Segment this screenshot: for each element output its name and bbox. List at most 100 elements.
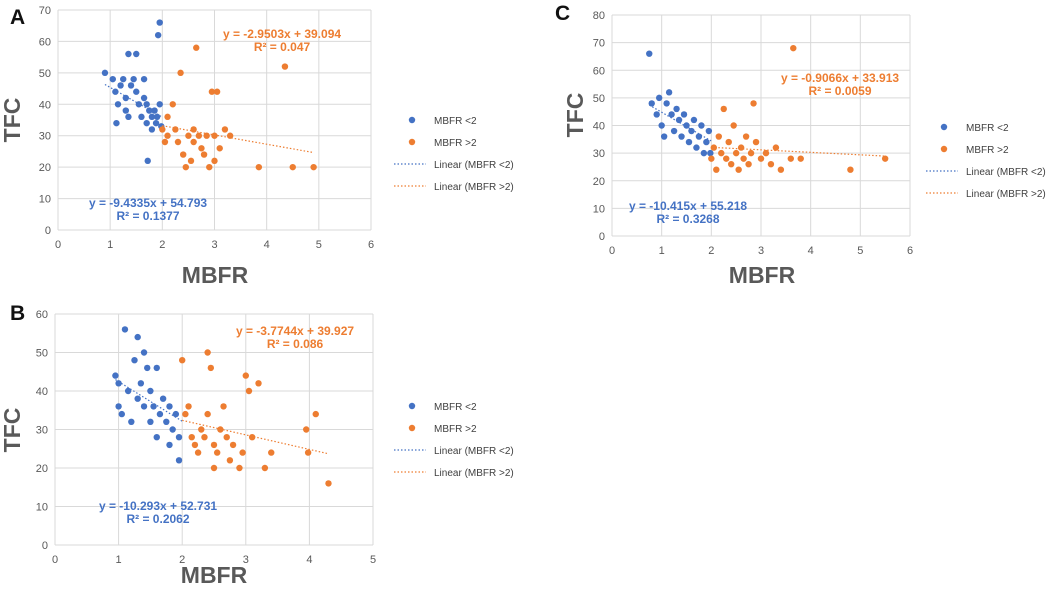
panel-letter: A: [10, 6, 25, 29]
data-point-mbfr-gt2: [198, 426, 205, 433]
data-point-mbfr-lt2: [147, 418, 154, 425]
data-point-mbfr-gt2: [236, 464, 243, 472]
data-point-mbfr-gt2: [239, 449, 246, 456]
y-tick-label: 40: [36, 386, 48, 398]
data-point-mbfr-gt2: [261, 464, 269, 472]
data-point-mbfr-lt2: [663, 100, 670, 107]
y-axis-title: TFC: [0, 408, 25, 453]
data-point-mbfr-lt2: [670, 127, 678, 135]
data-point-mbfr-lt2: [700, 149, 708, 157]
data-point-mbfr-gt2: [713, 166, 720, 173]
x-tick-label: 5: [857, 245, 863, 257]
data-point-mbfr-lt2: [115, 380, 122, 387]
data-point-mbfr-gt2: [188, 434, 195, 441]
data-point-mbfr-gt2: [742, 133, 750, 140]
y-tick-label: 30: [39, 131, 51, 143]
data-point-mbfr-gt2: [304, 449, 312, 456]
data-point-mbfr-gt2: [757, 155, 765, 162]
data-point-mbfr-lt2: [125, 50, 132, 58]
data-point-mbfr-gt2: [223, 434, 230, 441]
data-point-mbfr-gt2: [207, 364, 215, 372]
data-point-mbfr-lt2: [153, 364, 160, 372]
trend-r-squared: R² = 0.2062: [126, 512, 189, 526]
data-point-mbfr-gt2: [310, 163, 317, 171]
legend-marker: [408, 424, 416, 432]
data-point-mbfr-gt2: [750, 100, 757, 107]
trendline-mbfr-lt2: [115, 379, 183, 422]
data-point-mbfr-lt2: [114, 101, 122, 108]
x-tick-label: 0: [55, 239, 61, 251]
data-point-mbfr-lt2: [122, 107, 130, 114]
data-point-mbfr-lt2: [665, 89, 673, 96]
data-point-mbfr-lt2: [128, 418, 135, 425]
data-point-mbfr-lt2: [122, 94, 130, 102]
legend-marker: [940, 145, 948, 153]
data-point-mbfr-gt2: [198, 145, 205, 152]
data-point-mbfr-gt2: [169, 101, 176, 108]
x-tick-label: 2: [708, 245, 714, 257]
data-point-mbfr-lt2: [653, 111, 660, 118]
data-point-mbfr-lt2: [156, 19, 163, 26]
data-point-mbfr-gt2: [213, 88, 221, 95]
trendline-mbfr-gt2: [182, 419, 329, 455]
data-point-mbfr-lt2: [153, 113, 161, 121]
data-point-mbfr-gt2: [730, 122, 737, 129]
data-point-mbfr-gt2: [767, 160, 775, 168]
x-tick-label: 3: [211, 239, 217, 251]
data-point-mbfr-gt2: [772, 144, 780, 151]
x-tick-label: 2: [179, 554, 185, 566]
data-point-mbfr-lt2: [660, 133, 668, 140]
y-tick-label: 60: [36, 309, 48, 321]
x-tick-label: 0: [609, 245, 615, 257]
y-axis-title: TFC: [0, 98, 25, 143]
legend-label: MBFR >2: [966, 145, 1009, 156]
data-point-mbfr-lt2: [109, 75, 116, 83]
y-tick-label: 20: [36, 463, 48, 475]
trend-equation: y = -3.7744x + 39.927: [236, 324, 354, 338]
data-point-mbfr-gt2: [723, 155, 730, 162]
x-tick-label: 5: [370, 554, 376, 566]
data-point-mbfr-gt2: [213, 449, 221, 456]
data-point-mbfr-lt2: [673, 105, 680, 113]
panel-letter: C: [555, 2, 570, 25]
data-point-mbfr-gt2: [752, 138, 760, 146]
data-point-mbfr-gt2: [211, 132, 218, 139]
legend-label: MBFR <2: [434, 116, 477, 127]
data-point-mbfr-lt2: [175, 434, 183, 441]
legend-label: MBFR <2: [966, 123, 1009, 134]
y-tick-label: 50: [39, 68, 51, 80]
data-point-mbfr-gt2: [187, 157, 195, 165]
data-point-mbfr-lt2: [159, 395, 167, 402]
data-point-mbfr-gt2: [289, 163, 296, 171]
data-point-mbfr-lt2: [121, 326, 129, 333]
data-point-mbfr-gt2: [710, 144, 718, 151]
data-point-mbfr-lt2: [140, 403, 148, 410]
y-tick-label: 50: [36, 348, 48, 360]
x-tick-label: 5: [316, 239, 322, 251]
data-point-mbfr-gt2: [216, 145, 223, 152]
data-point-mbfr-lt2: [703, 138, 710, 146]
data-point-mbfr-lt2: [113, 119, 120, 127]
data-point-mbfr-lt2: [156, 101, 163, 108]
trend-equation: y = -2.9503x + 39.094: [223, 27, 341, 41]
panel-letter: B: [10, 302, 25, 325]
data-point-mbfr-gt2: [161, 138, 169, 146]
data-point-mbfr-lt2: [143, 119, 150, 127]
data-point-mbfr-lt2: [680, 111, 688, 118]
data-point-mbfr-gt2: [210, 441, 218, 449]
y-axis-title: TFC: [562, 93, 588, 138]
y-tick-label: 60: [39, 36, 51, 48]
data-point-mbfr-lt2: [688, 127, 695, 135]
data-point-mbfr-lt2: [154, 31, 162, 39]
legend-label: MBFR >2: [434, 138, 477, 149]
data-point-mbfr-lt2: [166, 403, 173, 410]
data-point-mbfr-gt2: [715, 133, 722, 140]
data-point-mbfr-lt2: [690, 116, 698, 124]
x-tick-label: 1: [107, 239, 113, 251]
data-point-mbfr-gt2: [185, 132, 192, 139]
data-point-mbfr-lt2: [163, 418, 170, 425]
data-point-mbfr-lt2: [140, 94, 148, 102]
data-point-mbfr-gt2: [190, 138, 197, 146]
data-point-mbfr-lt2: [112, 372, 119, 379]
data-point-mbfr-lt2: [698, 122, 705, 129]
